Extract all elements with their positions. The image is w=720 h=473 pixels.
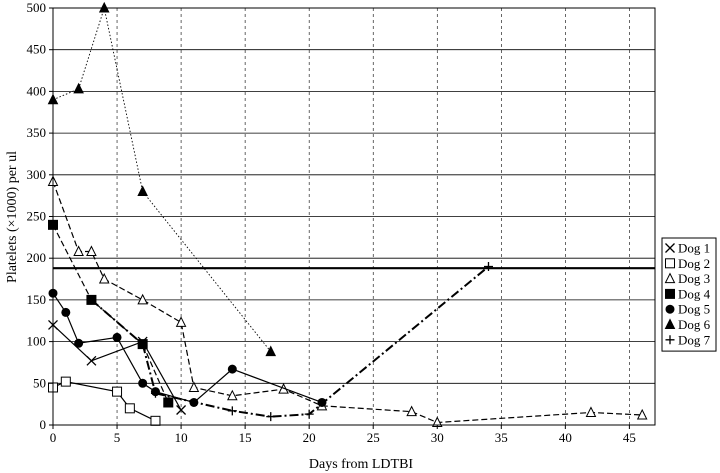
tick-labels: 0 5 10 15 20 25 30 35 40 450501001502002503003504… bbox=[27, 0, 636, 445]
dog-2-point bbox=[150, 415, 161, 426]
legend-label-dog-4: Dog 4 bbox=[678, 286, 711, 301]
dog-4-point bbox=[163, 397, 174, 408]
dog-7-point bbox=[483, 262, 493, 272]
dog-3-line bbox=[52, 181, 643, 424]
dog-7-series bbox=[86, 262, 493, 422]
dog-6-point bbox=[73, 82, 84, 94]
y-tick-label: 500 bbox=[27, 0, 47, 15]
x-tick-label: 25 bbox=[367, 430, 380, 445]
y-tick-label: 50 bbox=[33, 375, 46, 390]
y-tick-label: 350 bbox=[27, 125, 47, 140]
dog-3-point bbox=[73, 245, 84, 257]
dog-3-series bbox=[47, 175, 648, 427]
dog-3-point bbox=[406, 405, 417, 417]
dog-3-point bbox=[188, 381, 200, 392]
dog-6-point bbox=[137, 185, 148, 196]
dog-6-series bbox=[47, 1, 277, 357]
dog-3-point bbox=[636, 408, 648, 420]
y-tick-label: 0 bbox=[40, 417, 47, 432]
dog-3-point bbox=[137, 293, 148, 305]
legend-marker-dog-6 bbox=[664, 318, 676, 329]
dog-5-point bbox=[61, 307, 71, 317]
dog-7-point bbox=[304, 409, 314, 419]
legend-label-dog-1: Dog 1 bbox=[678, 241, 710, 256]
dog-3-point bbox=[86, 245, 97, 257]
x-axis-title: Days from LDTBI bbox=[309, 457, 414, 472]
dog-7-point bbox=[227, 406, 237, 416]
dog-5-point bbox=[74, 338, 84, 348]
y-axis-title: Platelets (×1000) per ul bbox=[5, 151, 20, 283]
x-tick-label: 5 bbox=[114, 430, 121, 445]
dog-4-line bbox=[52, 224, 169, 403]
dog-7-point bbox=[138, 339, 148, 349]
x-tick-label: 10 bbox=[175, 430, 188, 445]
dog-2-point bbox=[112, 386, 123, 397]
x-tick-label: 30 bbox=[431, 430, 444, 445]
x-tick-label: 15 bbox=[239, 430, 252, 445]
dog-7-point bbox=[266, 412, 276, 422]
dog-5-series bbox=[48, 288, 327, 407]
y-tick-label: 450 bbox=[27, 42, 47, 57]
legend-marker-dog-4 bbox=[665, 288, 675, 299]
dog-5-point bbox=[138, 378, 148, 388]
y-tick-label: 200 bbox=[27, 250, 47, 265]
dog-3-point bbox=[98, 272, 110, 284]
x-tick-label: 20 bbox=[303, 430, 316, 445]
y-tick-label: 400 bbox=[27, 83, 47, 98]
dog-7-point bbox=[150, 388, 160, 398]
legend-label-dog-6: Dog 6 bbox=[678, 317, 711, 332]
y-tick-label: 250 bbox=[27, 209, 47, 224]
x-tick-label: 35 bbox=[495, 430, 508, 445]
dog-2-point bbox=[60, 376, 71, 387]
dog-3-point bbox=[227, 389, 238, 401]
legend-label-dog-5: Dog 5 bbox=[678, 302, 710, 317]
dog-1-line bbox=[52, 324, 182, 411]
axes bbox=[49, 7, 656, 429]
grid-lines bbox=[53, 7, 655, 425]
y-tick-label: 150 bbox=[27, 292, 47, 307]
x-tick-label: 45 bbox=[623, 430, 636, 445]
x-tick-label: 40 bbox=[559, 430, 572, 445]
dog-5-line bbox=[52, 292, 323, 404]
dog-5-point bbox=[227, 364, 237, 374]
dog-1-point bbox=[176, 405, 187, 415]
legend-label-dog-3: Dog 3 bbox=[678, 271, 710, 286]
legend-marker-dog-2 bbox=[665, 258, 675, 269]
dog-2-line bbox=[52, 381, 156, 422]
dog-6-point bbox=[265, 345, 277, 357]
y-tick-label: 100 bbox=[27, 334, 47, 349]
legend-marker-dog-5 bbox=[665, 304, 675, 314]
x-tick-label: 0 bbox=[50, 430, 57, 445]
dog-5-point bbox=[112, 332, 122, 342]
y-tick-label: 300 bbox=[27, 167, 47, 182]
dog-7-point bbox=[86, 295, 96, 305]
dog-3-point bbox=[585, 406, 597, 417]
data-series bbox=[47, 1, 648, 427]
legend-marker-dog-1 bbox=[665, 243, 675, 253]
legend-marker-dog-7 bbox=[665, 335, 675, 345]
legend-label-dog-2: Dog 2 bbox=[678, 256, 710, 271]
legend-marker-dog-3 bbox=[664, 272, 676, 284]
dog-2-point bbox=[124, 403, 135, 414]
dog-3-point bbox=[175, 316, 187, 327]
legend-label-dog-7: Dog 7 bbox=[678, 332, 711, 347]
dog-1-point bbox=[86, 355, 97, 366]
